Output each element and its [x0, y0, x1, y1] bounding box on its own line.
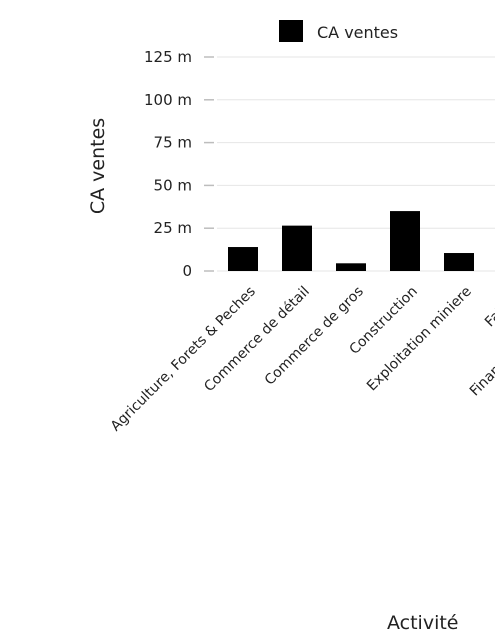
- x-tick-label: Commerce de détail: [201, 284, 313, 396]
- y-axis-ticks: 0 25 m 50 m 75 m 100 m 125 m: [144, 48, 214, 280]
- gridlines: [217, 56, 495, 272]
- x-tick-label: Finance, Assurance, I: [467, 284, 495, 400]
- x-tick-label: Fabrica: [482, 284, 495, 331]
- legend-swatch: [279, 20, 303, 42]
- y-tick-label: 100 m: [144, 91, 192, 109]
- bar[interactable]: [282, 225, 312, 271]
- y-tick-label: 0: [182, 262, 192, 280]
- x-axis-title: Activité: [387, 612, 459, 634]
- y-tick-label: 50 m: [154, 176, 192, 194]
- bar[interactable]: [336, 263, 366, 271]
- y-tick-label: 25 m: [154, 219, 192, 237]
- legend-label: CA ventes: [317, 23, 398, 42]
- x-tick-label: Commerce de gros: [262, 284, 367, 389]
- bar[interactable]: [228, 247, 258, 271]
- y-tick-label: 125 m: [144, 48, 192, 66]
- bar[interactable]: [390, 211, 420, 271]
- bar[interactable]: [444, 253, 474, 271]
- y-tick-label: 75 m: [154, 134, 192, 152]
- legend[interactable]: CA ventes: [279, 20, 398, 42]
- bars: [228, 211, 474, 271]
- y-axis-title: CA ventes: [87, 118, 109, 214]
- x-tick-label: Exploitation miniere: [364, 284, 475, 395]
